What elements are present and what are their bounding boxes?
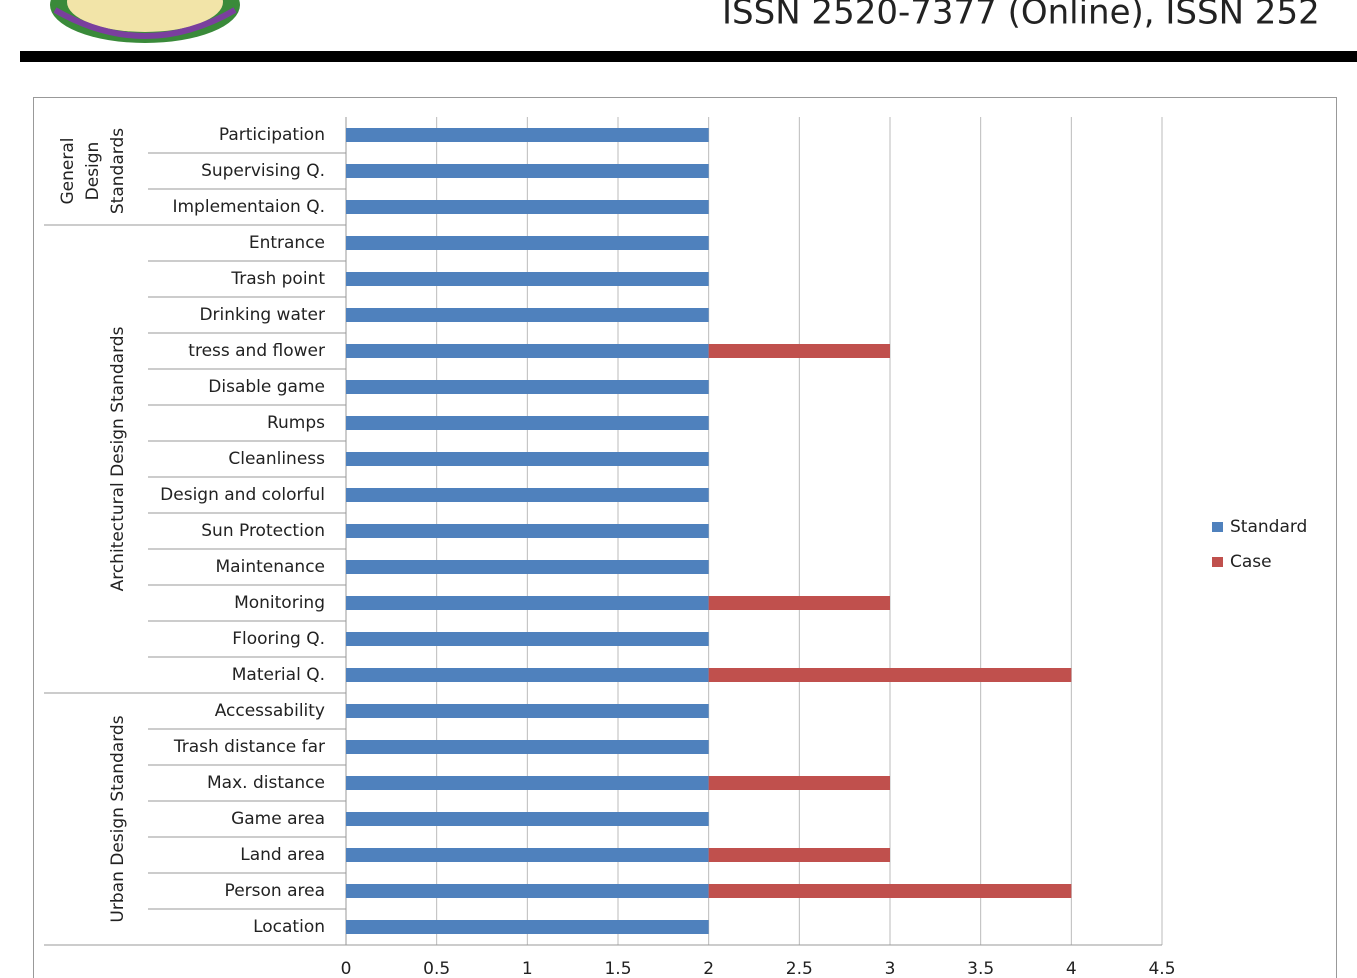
bar <box>346 776 709 790</box>
x-tick-label: 4.5 <box>1148 959 1175 978</box>
bar <box>346 308 709 322</box>
category-label: Supervising Q. <box>201 161 325 181</box>
category-label: Sun Protection <box>201 521 325 541</box>
category-label: Flooring Q. <box>232 629 325 649</box>
category-label: Implementaion Q. <box>172 197 325 217</box>
category-label: Material Q. <box>232 665 325 685</box>
bar <box>346 920 709 934</box>
bar <box>346 452 709 466</box>
bar <box>708 776 890 790</box>
category-label: Location <box>253 917 325 937</box>
x-tick-label: 3.5 <box>967 959 994 978</box>
bar <box>346 884 709 898</box>
bar <box>346 236 709 250</box>
x-tick-label: 1 <box>522 959 533 978</box>
group-label: Design <box>83 142 103 201</box>
bar <box>346 668 709 682</box>
x-tick-label: 1.5 <box>604 959 631 978</box>
legend-label: Case <box>1230 552 1272 572</box>
bar <box>708 596 890 610</box>
category-label: tress and flower <box>188 341 325 361</box>
bar <box>346 740 709 754</box>
legend-label: Standard <box>1230 517 1307 537</box>
group-label: Architectural Design Standards <box>108 326 128 591</box>
bar <box>346 272 709 286</box>
x-tick-label: 0 <box>341 959 352 978</box>
category-label: Monitoring <box>234 593 325 613</box>
bar <box>346 344 709 358</box>
bar <box>346 848 709 862</box>
logo <box>50 0 240 43</box>
bar <box>346 812 709 826</box>
legend-swatch <box>1212 522 1223 532</box>
legend-swatch <box>1212 557 1223 567</box>
category-label: Design and colorful <box>160 485 325 505</box>
category-label: Disable game <box>208 377 325 397</box>
x-tick-label: 2 <box>703 959 714 978</box>
category-label: Trash distance far <box>173 737 325 757</box>
bar <box>346 200 709 214</box>
x-tick-label: 4 <box>1066 959 1077 978</box>
category-label: Trash point <box>230 269 325 289</box>
bar <box>708 668 1072 682</box>
category-label: Person area <box>225 881 325 901</box>
x-tick-label: 0.5 <box>423 959 450 978</box>
bar <box>346 380 709 394</box>
bar <box>346 416 709 430</box>
category-label: Rumps <box>267 413 325 433</box>
bar <box>708 848 890 862</box>
category-label: Participation <box>219 125 325 145</box>
group-label: Urban Design Standards <box>108 715 128 922</box>
bar <box>708 884 1072 898</box>
category-label: Cleanliness <box>228 449 325 469</box>
bar <box>346 632 709 646</box>
bar <box>346 524 709 538</box>
category-label: Maintenance <box>216 557 325 577</box>
group-label: General <box>58 138 78 205</box>
issn-header: ISSN 2520-7377 (Online), ISSN 252 <box>722 0 1320 33</box>
header-rule <box>20 51 1357 62</box>
bar <box>346 704 709 718</box>
bar <box>346 596 709 610</box>
group-label: Standards <box>108 128 128 214</box>
bar <box>346 560 709 574</box>
category-label: Entrance <box>249 233 325 253</box>
x-tick-label: 2.5 <box>786 959 813 978</box>
category-label: Drinking water <box>199 305 325 325</box>
x-tick-label: 3 <box>885 959 896 978</box>
bar <box>346 488 709 502</box>
bar <box>346 128 709 142</box>
bar <box>346 164 709 178</box>
category-label: Max. distance <box>207 773 325 793</box>
category-label: Accessability <box>215 701 325 721</box>
category-label: Game area <box>231 809 325 829</box>
category-label: Land area <box>240 845 325 865</box>
bar <box>708 344 890 358</box>
